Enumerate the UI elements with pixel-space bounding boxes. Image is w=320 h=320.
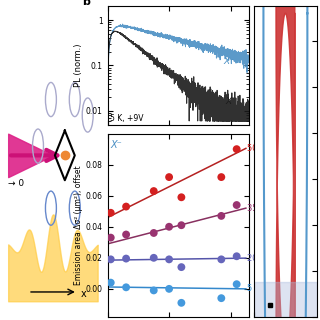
Point bbox=[166, 257, 172, 262]
Point bbox=[108, 257, 113, 262]
Point bbox=[108, 235, 113, 240]
Text: 35 K: 35 K bbox=[247, 204, 266, 212]
Point bbox=[179, 265, 184, 270]
Point bbox=[124, 232, 129, 237]
Point bbox=[108, 210, 113, 215]
Point bbox=[124, 256, 129, 261]
Point bbox=[151, 288, 156, 293]
Point bbox=[179, 300, 184, 305]
Point bbox=[151, 255, 156, 260]
Point bbox=[179, 195, 184, 200]
Point bbox=[179, 223, 184, 228]
Text: X: X bbox=[226, 97, 232, 106]
Point bbox=[219, 257, 224, 262]
Text: 5 K, +9V: 5 K, +9V bbox=[110, 114, 144, 123]
Point bbox=[166, 174, 172, 180]
Point bbox=[124, 204, 129, 209]
Point bbox=[219, 174, 224, 180]
Bar bbox=[254, 282, 317, 317]
Text: c: c bbox=[238, 0, 245, 1]
Point bbox=[124, 285, 129, 290]
Text: 50 K: 50 K bbox=[247, 144, 266, 153]
Point bbox=[166, 286, 172, 292]
Point bbox=[234, 254, 239, 259]
Text: X⁻: X⁻ bbox=[110, 140, 122, 149]
Point bbox=[151, 188, 156, 194]
Point bbox=[108, 280, 113, 285]
Point bbox=[219, 296, 224, 301]
Text: X⁻: X⁻ bbox=[223, 57, 234, 66]
Point bbox=[219, 213, 224, 219]
Text: 5 K: 5 K bbox=[247, 284, 260, 293]
Point bbox=[234, 203, 239, 208]
Text: → 0: → 0 bbox=[8, 180, 24, 188]
Point bbox=[234, 147, 239, 152]
Point bbox=[166, 224, 172, 229]
Point bbox=[151, 230, 156, 236]
Point bbox=[234, 282, 239, 287]
Text: x: x bbox=[81, 289, 86, 299]
Y-axis label: Emission area Δσ² (μm²), offset: Emission area Δσ² (μm²), offset bbox=[74, 165, 83, 285]
Y-axis label: PL (norm.): PL (norm.) bbox=[74, 44, 83, 87]
Text: 20 K: 20 K bbox=[247, 254, 266, 263]
Text: b: b bbox=[82, 0, 90, 7]
